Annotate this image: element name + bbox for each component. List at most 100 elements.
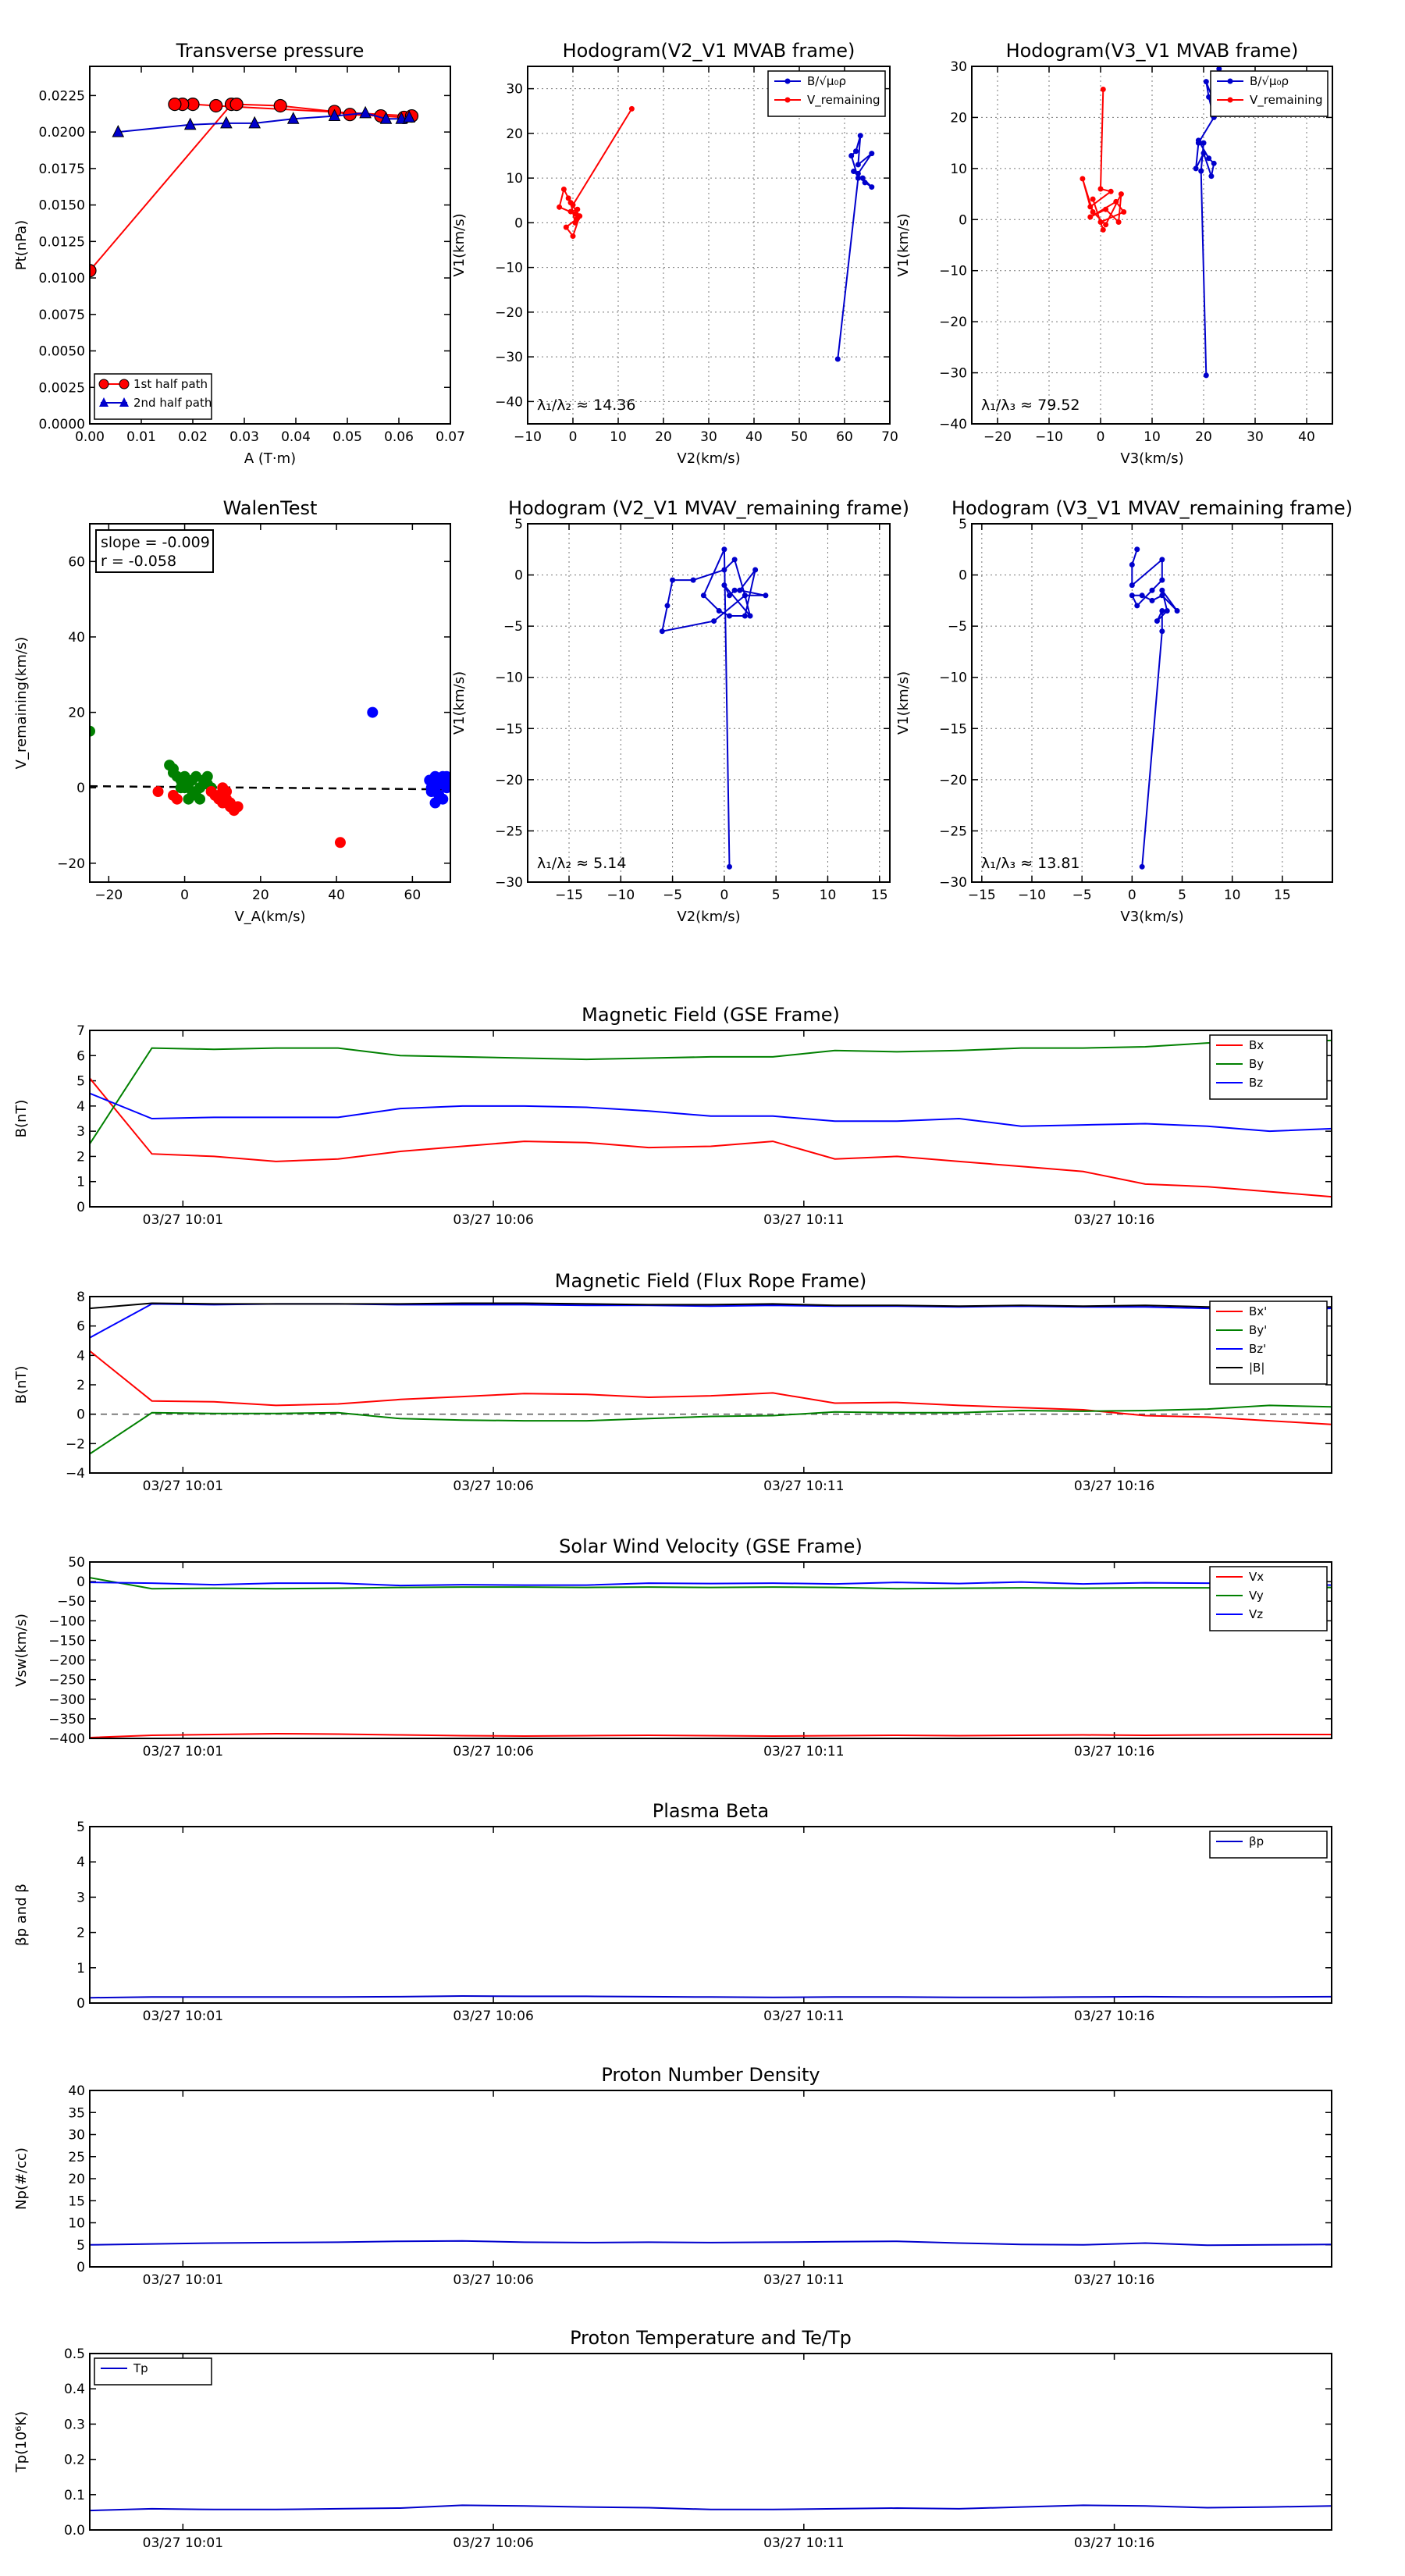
data-point [721, 546, 727, 553]
y-tick-label: −25 [939, 824, 967, 839]
x-tick-label: 10 [1224, 888, 1241, 903]
y-tick-label: 0.4 [64, 2382, 85, 2397]
y-tick-label: −100 [48, 1614, 85, 1629]
x-tick-label: 03/27 10:01 [143, 1212, 223, 1228]
data-point [659, 628, 665, 635]
data-point [1129, 592, 1135, 599]
data-point [1129, 561, 1135, 568]
legend-label: Bz [1249, 1076, 1263, 1090]
data-point [175, 782, 187, 794]
y-tick-label: 20 [506, 126, 523, 142]
axes-frame [89, 1826, 1332, 2004]
y-tick-label: −4 [66, 1466, 85, 1482]
y-tick-label: 20 [68, 2172, 85, 2187]
x-tick-label: 03/27 10:06 [453, 2008, 533, 2024]
data-point [433, 778, 445, 790]
y-tick-label: 0.0150 [39, 198, 85, 214]
data-point [700, 592, 706, 599]
legend-box [94, 373, 212, 420]
x-tick-label: 03/27 10:11 [763, 1212, 844, 1228]
y-tick-label: 0 [76, 1200, 85, 1215]
legend: Vx Vy Vz [1209, 1566, 1328, 1631]
x-tick-label: 40 [745, 429, 763, 445]
series-line [90, 1303, 1332, 1339]
legend-label: Bz' [1249, 1342, 1266, 1356]
x-tick-label: 60 [836, 429, 853, 445]
data-point [209, 98, 223, 113]
legend: Tp [94, 2357, 212, 2386]
x-axis-label: V2(km/s) [677, 909, 740, 925]
data-point [572, 219, 578, 226]
x-tick-label: 60 [404, 888, 422, 903]
data-point [855, 170, 861, 176]
y-tick-label: 3 [76, 1124, 85, 1140]
chart-vsw: 03/27 10:01 03/27 10:06 03/27 10:11 03/27 1… [13, 1535, 1332, 1759]
y-axis-label: V1(km/s) [451, 671, 468, 735]
axes-frame [89, 2353, 1332, 2531]
data-point [171, 793, 183, 805]
x-tick-label: 70 [881, 429, 898, 445]
y-tick-label: 0 [959, 212, 967, 228]
data-point [187, 786, 198, 798]
data-point [716, 607, 722, 614]
series-line [90, 1994, 1332, 1999]
axes-frame [527, 523, 891, 883]
y-tick-label: −5 [948, 619, 967, 635]
chart-title: Transverse pressure [176, 40, 365, 62]
chart-title: Magnetic Field (GSE Frame) [582, 1004, 840, 1026]
x-tick-label: 0 [1097, 429, 1105, 445]
data-point [1208, 173, 1215, 180]
data-point [167, 767, 179, 778]
data-point [727, 613, 733, 619]
stats-box [95, 529, 214, 573]
x-tick-label: 03/27 10:01 [143, 1744, 223, 1759]
axes-frame [89, 523, 451, 883]
data-point [853, 148, 859, 155]
data-point [1159, 607, 1165, 614]
data-point [1134, 546, 1140, 553]
data-point [112, 125, 125, 137]
y-tick-label: 8 [76, 1290, 85, 1305]
x-tick-label: 40 [1298, 429, 1315, 445]
legend-marker [784, 97, 791, 103]
data-point [727, 592, 733, 599]
data-point [731, 587, 738, 593]
data-point [1159, 592, 1165, 599]
axes-frame [971, 66, 1333, 425]
y-axis-label: Vsw(km/s) [13, 1614, 30, 1687]
y-tick-label: 4 [76, 1348, 85, 1364]
x-tick-label: 03/27 10:16 [1074, 1744, 1154, 1759]
y-tick-label: 0.1 [64, 2488, 85, 2503]
data-point [359, 105, 372, 119]
data-point [574, 206, 581, 212]
y-tick-label: −40 [495, 394, 523, 410]
y-tick-label: 40 [68, 630, 85, 646]
data-point [1113, 198, 1119, 205]
x-tick-label: −10 [606, 888, 635, 903]
data-point [670, 577, 676, 583]
stats-text: slope = -0.009 [101, 534, 210, 551]
data-point [1100, 86, 1106, 92]
data-point [1108, 188, 1114, 194]
legend-label: V_remaining [807, 93, 880, 108]
plot-area [659, 546, 769, 870]
y-axis-label: V1(km/s) [451, 213, 468, 276]
data-point [1200, 150, 1207, 156]
data-point [1159, 628, 1165, 635]
data-point [742, 613, 748, 619]
x-tick-label: −10 [1035, 429, 1063, 445]
y-tick-label: −300 [48, 1692, 85, 1708]
data-point [1097, 186, 1104, 192]
annotation-text: λ₁/λ₂ ≈ 14.36 [537, 397, 636, 414]
annotation-text: λ₁/λ₂ ≈ 5.14 [537, 855, 626, 872]
y-tick-label: 30 [950, 59, 967, 75]
data-point [563, 224, 569, 230]
chart-beta: 03/27 10:01 03/27 10:06 03/27 10:11 03/27 1… [13, 1800, 1332, 2024]
legend-marker [119, 397, 129, 407]
axes-frame [89, 2090, 1332, 2268]
legend-marker [119, 379, 130, 390]
x-tick-label: 10 [610, 429, 627, 445]
data-point [1159, 587, 1165, 593]
y-tick-label: 25 [68, 2150, 85, 2165]
x-tick-label: 50 [791, 429, 808, 445]
